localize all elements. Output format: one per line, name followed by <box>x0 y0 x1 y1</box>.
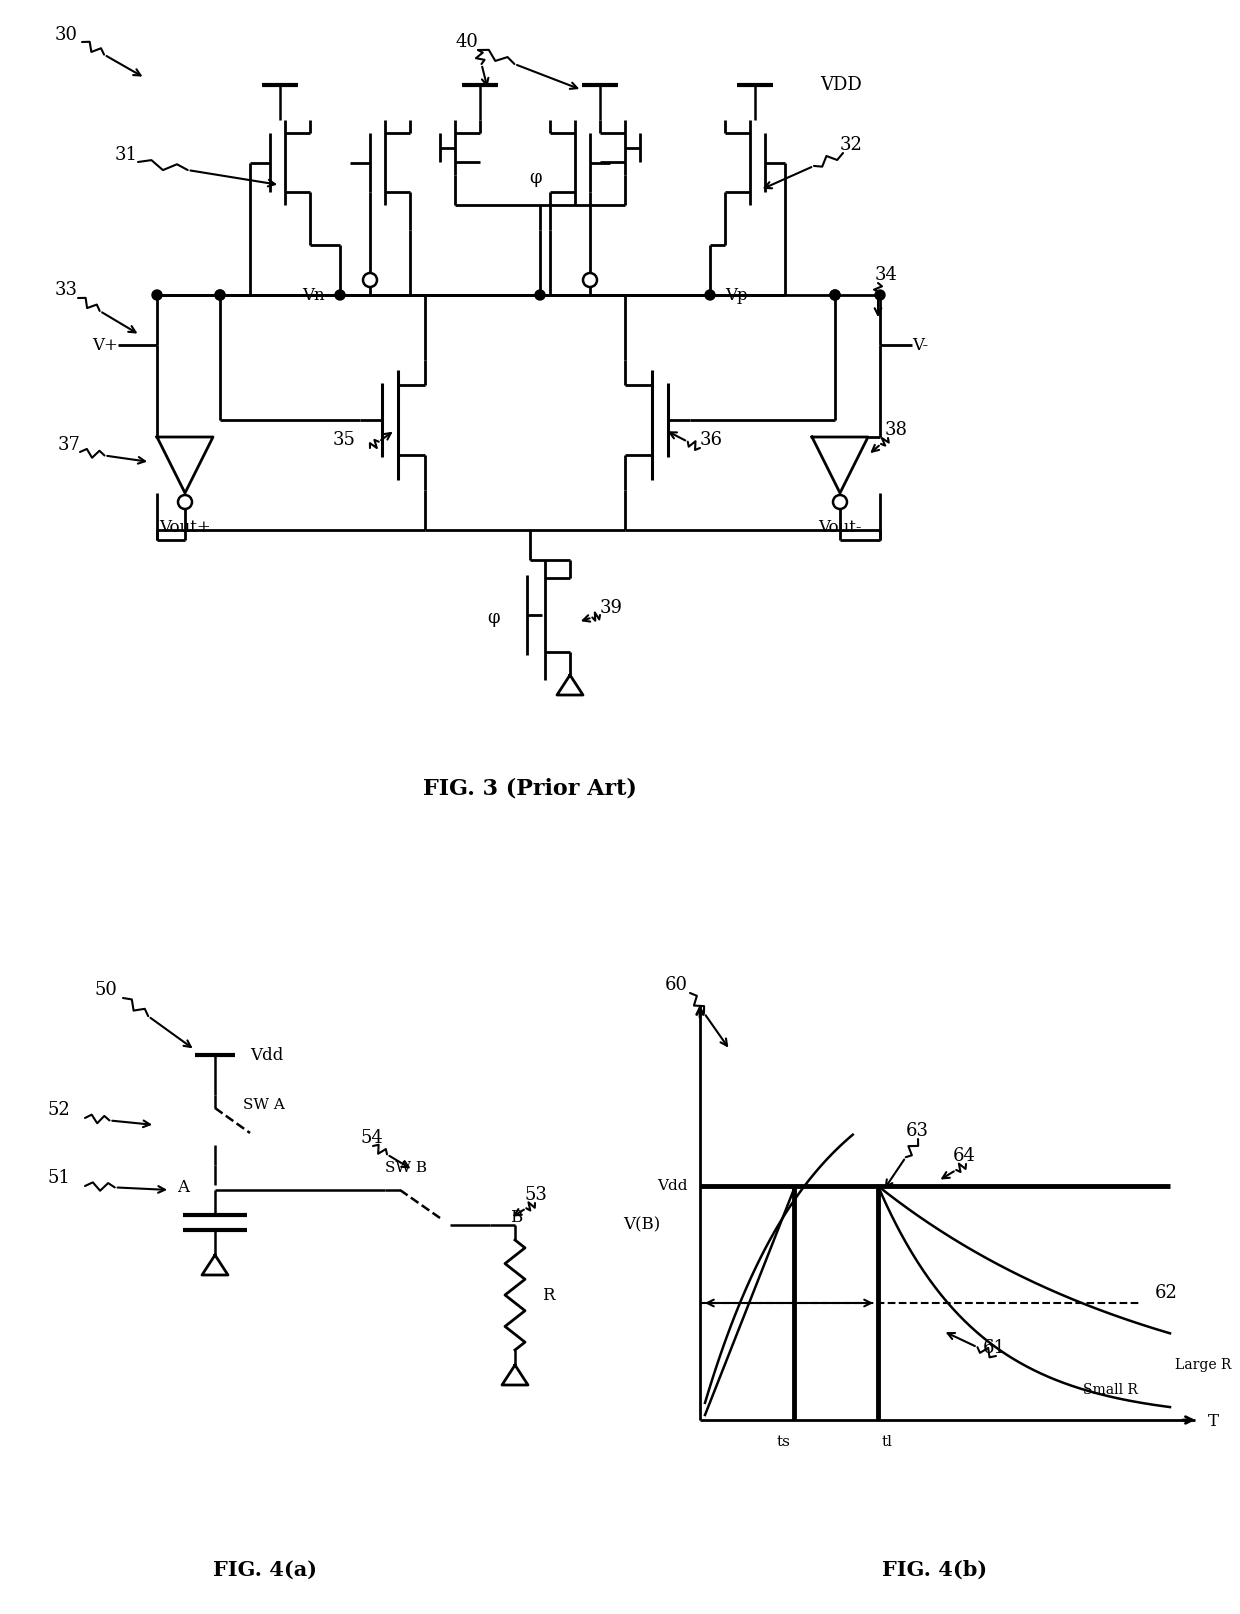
Text: Vout+: Vout+ <box>159 518 211 536</box>
Text: 61: 61 <box>983 1340 1006 1357</box>
Text: Vdd: Vdd <box>657 1178 688 1193</box>
Circle shape <box>833 495 847 508</box>
Text: φ: φ <box>528 169 541 187</box>
Circle shape <box>215 291 224 300</box>
Circle shape <box>179 495 192 508</box>
Text: 63: 63 <box>906 1122 929 1139</box>
Text: 40: 40 <box>455 32 477 52</box>
Text: 38: 38 <box>885 421 908 439</box>
Text: 64: 64 <box>954 1148 976 1165</box>
Text: T: T <box>1208 1414 1219 1430</box>
Text: Large R: Large R <box>1176 1357 1231 1372</box>
Text: V+: V+ <box>92 336 118 353</box>
Text: 32: 32 <box>839 136 863 153</box>
Text: ts: ts <box>776 1435 790 1449</box>
Text: Vp: Vp <box>725 287 748 303</box>
Text: 60: 60 <box>665 976 688 994</box>
Text: 62: 62 <box>1154 1285 1178 1302</box>
Text: φ: φ <box>487 608 500 626</box>
Text: SW B: SW B <box>384 1160 427 1175</box>
Text: Vdd: Vdd <box>250 1046 283 1064</box>
Text: Vn: Vn <box>303 287 325 303</box>
Text: B: B <box>510 1209 522 1227</box>
Text: 51: 51 <box>47 1169 69 1186</box>
Text: 31: 31 <box>115 145 138 165</box>
Circle shape <box>830 291 839 300</box>
Text: FIG. 4(b): FIG. 4(b) <box>883 1561 987 1580</box>
Text: 50: 50 <box>95 981 118 999</box>
Circle shape <box>830 291 839 300</box>
Text: 35: 35 <box>332 431 355 449</box>
Circle shape <box>706 291 715 300</box>
Text: 52: 52 <box>47 1101 69 1119</box>
Text: FIG. 3 (Prior Art): FIG. 3 (Prior Art) <box>423 776 637 799</box>
Text: Small R: Small R <box>1083 1383 1137 1398</box>
Text: tl: tl <box>882 1435 893 1449</box>
Circle shape <box>875 291 885 300</box>
Circle shape <box>335 291 345 300</box>
Text: R: R <box>542 1286 554 1304</box>
Text: 30: 30 <box>55 26 78 44</box>
Circle shape <box>534 291 546 300</box>
Text: V(B): V(B) <box>622 1217 660 1233</box>
Circle shape <box>153 291 162 300</box>
Circle shape <box>215 291 224 300</box>
Text: A: A <box>177 1180 188 1196</box>
Text: 39: 39 <box>600 599 622 617</box>
Text: Vout-: Vout- <box>818 518 862 536</box>
Text: VDD: VDD <box>820 76 862 94</box>
Text: V-: V- <box>911 336 928 353</box>
Circle shape <box>583 273 596 287</box>
Text: FIG. 4(a): FIG. 4(a) <box>213 1561 317 1580</box>
Text: 34: 34 <box>875 266 898 284</box>
Text: 54: 54 <box>360 1130 383 1148</box>
Text: 33: 33 <box>55 281 78 299</box>
Circle shape <box>363 273 377 287</box>
Text: SW A: SW A <box>243 1098 285 1112</box>
Text: 36: 36 <box>701 431 723 449</box>
Text: 37: 37 <box>58 436 81 454</box>
Text: 53: 53 <box>525 1186 548 1204</box>
